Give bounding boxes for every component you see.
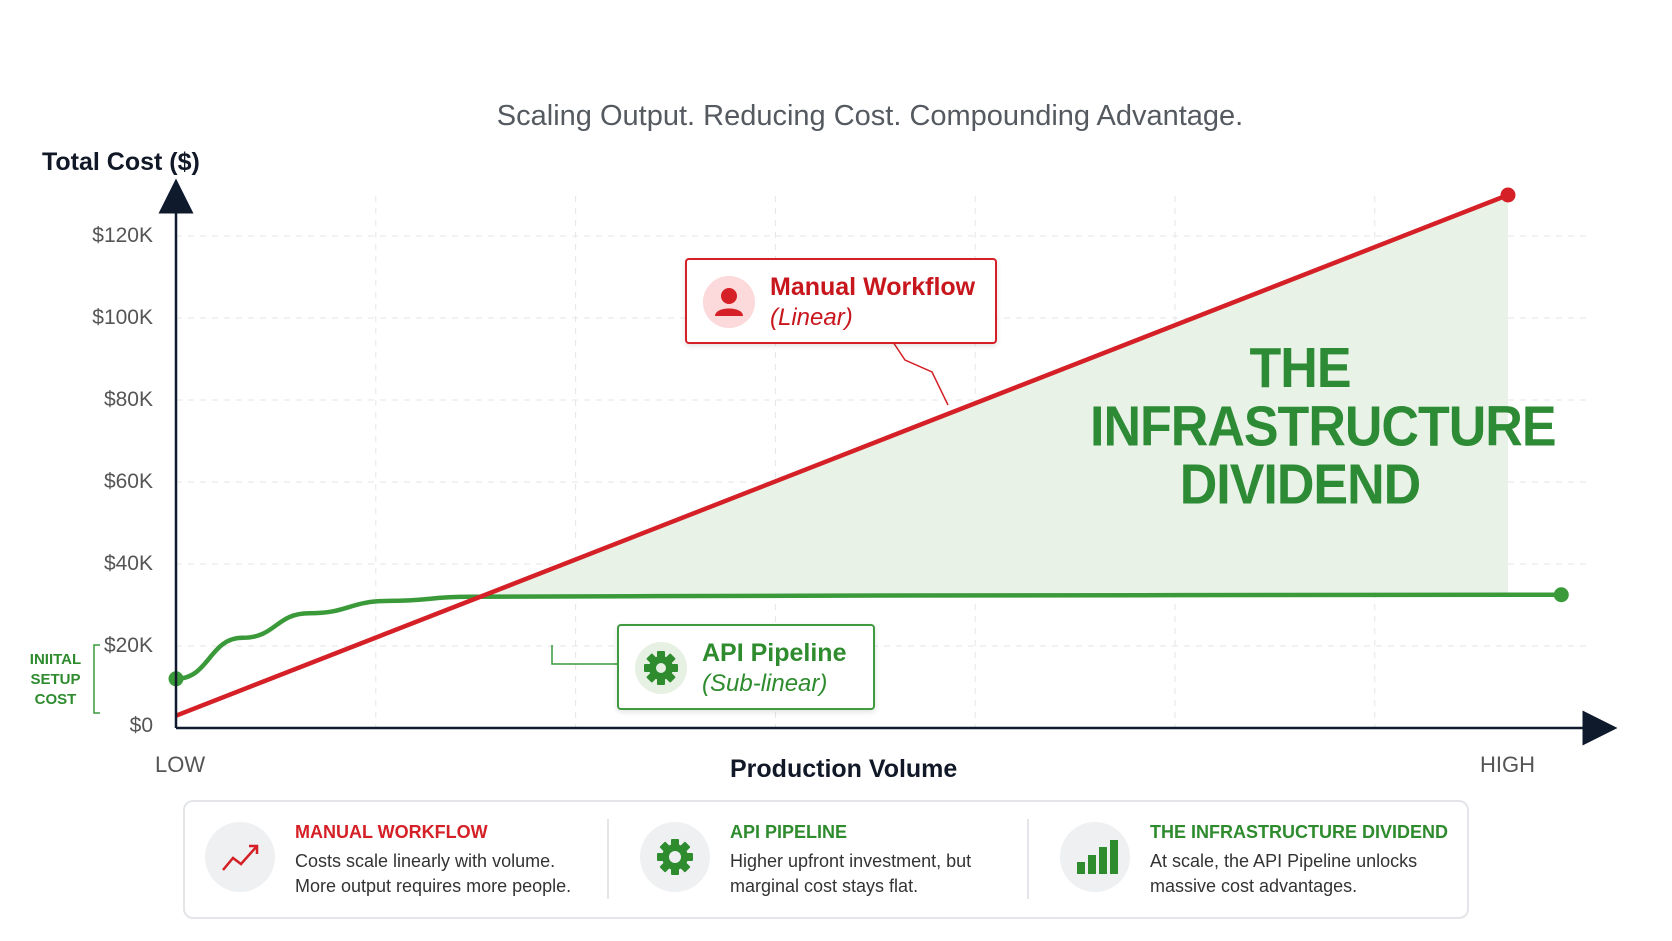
x-axis-title: Production Volume bbox=[730, 755, 958, 783]
api-end-point bbox=[1553, 587, 1569, 603]
legend-dividend-title: THE INFRASTRUCTURE DIVIDEND bbox=[1150, 822, 1449, 842]
legend-divider bbox=[1027, 819, 1029, 899]
manual-callout-note: (Linear) bbox=[770, 304, 853, 331]
manual-end-point bbox=[1500, 187, 1516, 203]
series-lines bbox=[168, 187, 1569, 718]
legend-dividend-text: At scale, the API Pipeline unlocks massi… bbox=[1150, 851, 1418, 896]
y-tick-label: $0 bbox=[129, 714, 153, 737]
x-tick-high: HIGH bbox=[1480, 752, 1535, 777]
legend-manual-text: Costs scale linearly with volume. More o… bbox=[295, 851, 572, 896]
y-tick-label: $120K bbox=[92, 224, 153, 247]
gear-icon bbox=[635, 642, 687, 694]
api-callout-note: (Sub-linear) bbox=[702, 670, 828, 697]
legend-dividend: THE INFRASTRUCTURE DIVIDEND At scale, th… bbox=[1040, 802, 1460, 917]
x-tick-low: LOW bbox=[155, 752, 206, 777]
bar-chart-icon bbox=[1060, 822, 1130, 892]
api-pipeline-callout: API Pipeline (Sub-linear) bbox=[617, 624, 875, 710]
manual-callout-leader bbox=[892, 341, 949, 406]
manual-callout-title: Manual Workflow bbox=[770, 273, 976, 301]
legend-manual-title: MANUAL WORKFLOW bbox=[295, 822, 488, 842]
gear-icon bbox=[640, 822, 710, 892]
api-callout-title: API Pipeline bbox=[702, 639, 847, 667]
legend-api-text: Higher upfront investment, but marginal … bbox=[730, 851, 972, 896]
legend-panel: MANUAL WORKFLOW Costs scale linearly wit… bbox=[183, 800, 1469, 919]
manual-workflow-line bbox=[175, 192, 1509, 718]
api-callout-leader bbox=[551, 645, 617, 665]
dividend-label: THE INFRASTRUCTURE DIVIDEND bbox=[1090, 337, 1557, 517]
legend-api-title: API PIPELINE bbox=[730, 822, 848, 842]
chart-subtitle: Scaling Output. Reducing Cost. Compoundi… bbox=[496, 100, 1244, 132]
manual-workflow-callout: Manual Workflow (Linear) bbox=[685, 258, 997, 344]
legend-manual: MANUAL WORKFLOW Costs scale linearly wit… bbox=[185, 802, 605, 917]
y-axis-title: Total Cost ($) bbox=[42, 148, 200, 176]
setup-cost-label: INIITAL SETUP COST bbox=[29, 651, 82, 708]
y-tick-label: $100K bbox=[92, 306, 153, 329]
y-tick-label: $20K bbox=[103, 634, 153, 657]
legend-api: API PIPELINE Higher upfront investment, … bbox=[620, 802, 1030, 917]
legend-divider bbox=[607, 819, 609, 899]
person-icon bbox=[703, 276, 755, 328]
trend-up-icon bbox=[205, 822, 275, 892]
y-tick-label: $60K bbox=[103, 470, 153, 493]
api-pipeline-line bbox=[175, 592, 1562, 682]
y-tick-label: $40K bbox=[103, 552, 153, 575]
y-tick-label: $80K bbox=[103, 388, 153, 411]
setup-bracket bbox=[93, 644, 100, 714]
